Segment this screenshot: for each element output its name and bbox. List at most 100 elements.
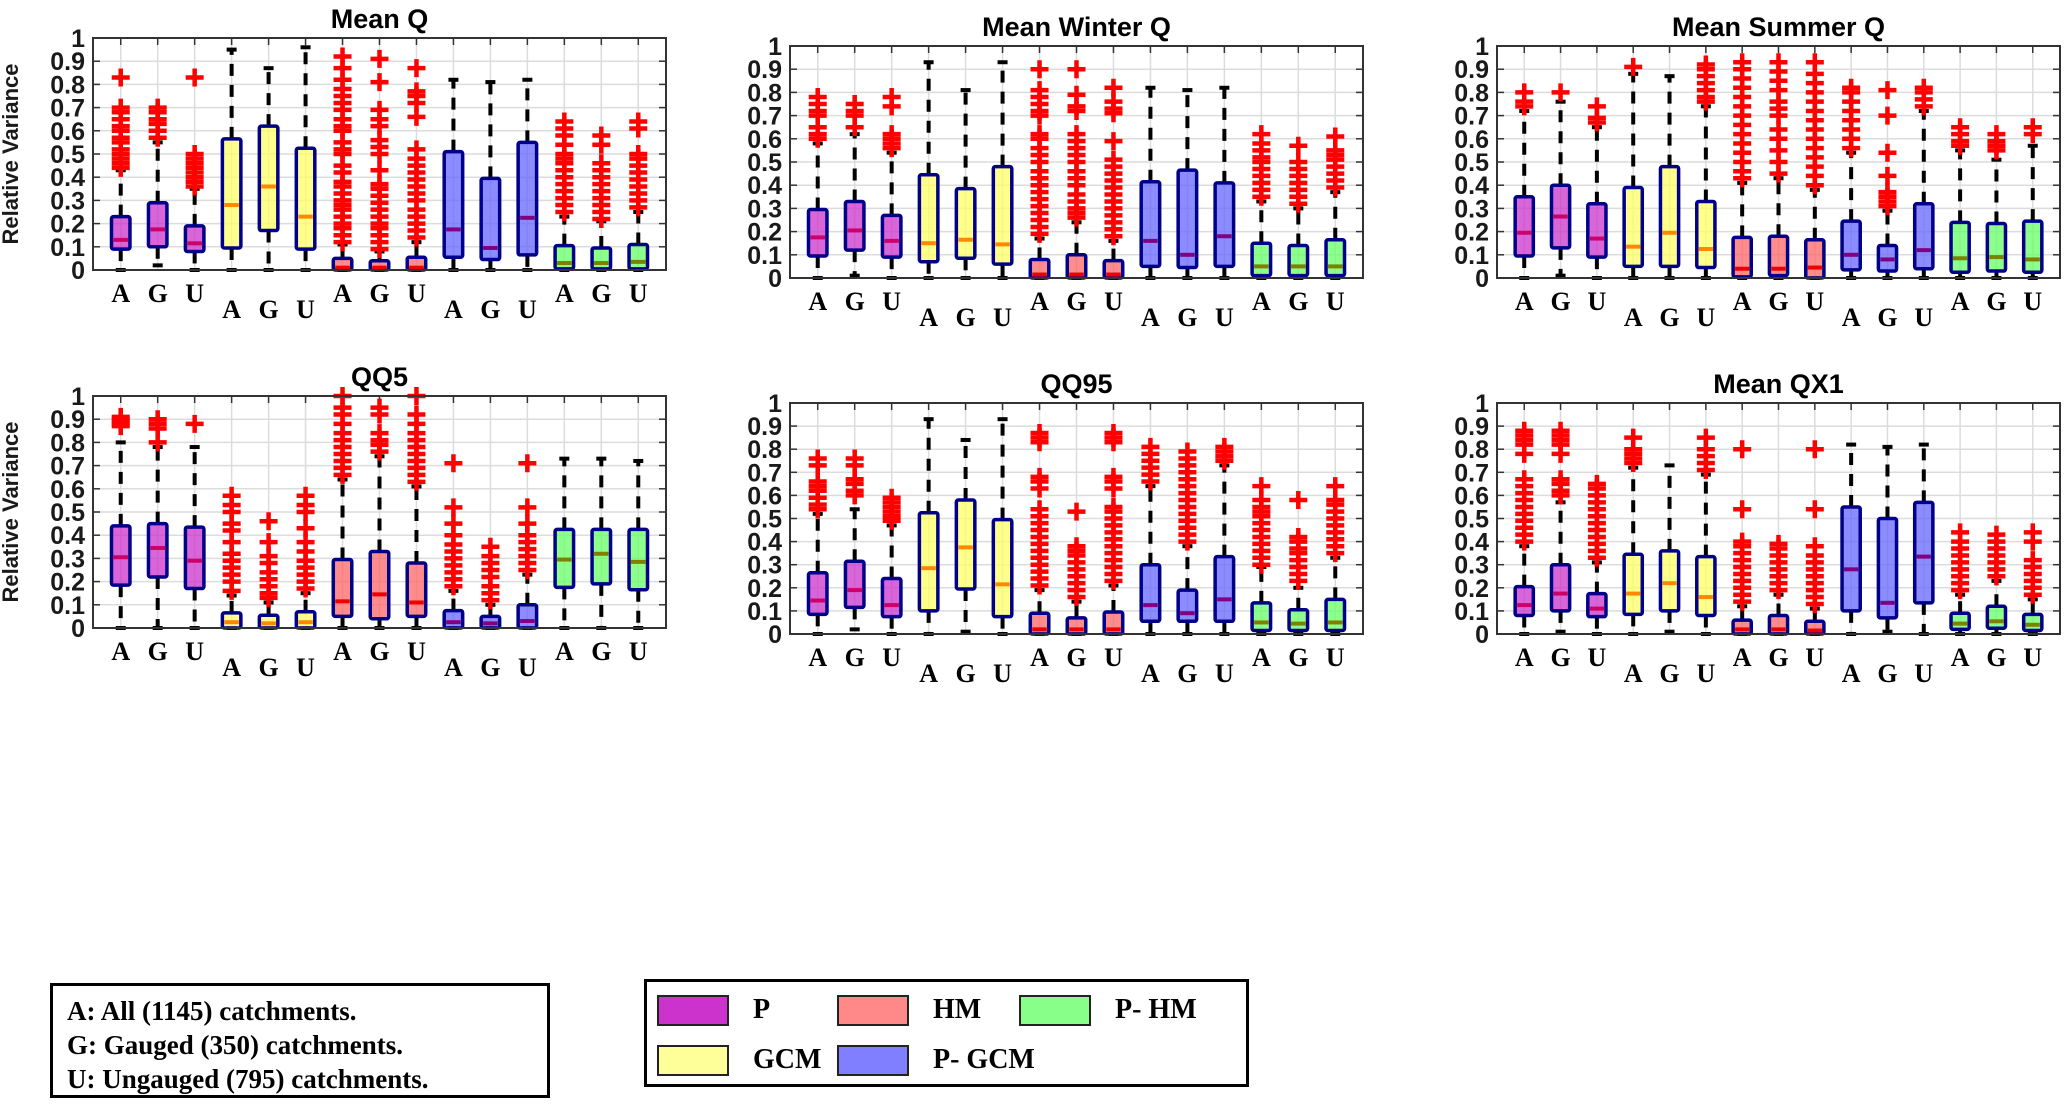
legend-item-p-hm: P- HM [1019,994,1197,1026]
chart-panel-3: 00.10.20.30.40.50.60.70.80.91 Mean Summer… [1454,12,2061,332]
y-tick-label: 0.3 [50,545,85,573]
y-tick-label: 0.4 [1454,529,1489,557]
outlier-marker [407,405,426,424]
outlier-marker [1951,118,1970,137]
box-p-gcm-u [516,454,539,630]
chart-title: QQ5 [351,362,408,392]
y-tick-label: 0 [1475,265,1489,293]
x-tick-label: U [1914,303,1933,332]
outlier-marker [1030,424,1049,443]
legend-swatch-p-gcm [837,1044,909,1076]
outlier-marker [148,98,167,117]
outlier-marker [1104,150,1123,169]
outlier-marker [2023,118,2042,137]
x-tick-label: A [111,637,130,666]
x-tick-label: A [111,279,130,308]
box-hm-a [1028,424,1051,636]
y-tick-label: 0.4 [747,529,782,557]
box-hm-g [1767,53,1790,280]
outlier-marker [1878,166,1897,185]
box-body [1176,588,1199,624]
x-tick-label: A [1515,287,1534,316]
box-body [1513,195,1536,258]
x-tick-label: U [1587,287,1606,316]
x-tick-label: A [808,287,827,316]
y-tick-label: 0.6 [747,482,782,510]
x-tick-label: A [1733,287,1752,316]
box-body [917,173,940,264]
box-body [991,164,1014,266]
box-body [1065,616,1088,636]
plot-frame [92,395,667,629]
y-tick-label: 0.3 [50,187,85,215]
outlier-marker [1842,78,1861,97]
box-body [590,527,613,586]
box-p-hm-g [590,126,613,272]
box-body [1250,241,1273,278]
box-body [627,527,650,592]
x-tick-label: G [1288,643,1308,672]
x-tick-label: A [1141,303,1160,332]
box-p-g [843,449,866,632]
outlier-marker [1104,497,1123,516]
box-body [1731,618,1754,636]
box-body [1213,554,1236,624]
outlier-marker [845,449,864,468]
outlier-marker [1587,97,1606,116]
box-body [1840,505,1862,613]
box-gcm-g [257,66,280,272]
box-body [516,603,539,630]
x-tick-label: G [1288,287,1308,316]
y-axis-label: Relative Variance [0,63,23,244]
outlier-marker [1878,143,1897,162]
x-tick-label: U [1696,303,1715,332]
chart-title: Mean Q [331,4,429,34]
plot-frame [1496,45,2061,279]
x-tick-label: U [1104,643,1123,672]
x-tick-label: G [1550,643,1570,672]
x-tick-label: A [333,279,352,308]
outlier-marker [296,486,315,505]
x-tick-label: A [1951,643,1970,672]
box-body [146,200,169,249]
outlier-marker [518,498,537,517]
box-body [806,571,829,617]
box-gcm-u [294,486,317,630]
x-tick-label: G [955,659,975,688]
x-tick-label: U [1215,303,1234,332]
box-body [1287,243,1310,278]
y-tick-label: 0.4 [1454,172,1489,200]
box-body [1513,584,1536,618]
x-tick-label: U [882,643,901,672]
legend-swatch-p-hm [1019,994,1091,1026]
x-tick-label: G [1177,303,1197,332]
outlier-marker [882,125,901,144]
catchment-legend-all: A: All (1145) catchments. [67,996,357,1026]
x-tick-label: A [1842,659,1861,688]
y-tick-label: 0.2 [1454,219,1489,247]
box-body [183,224,206,254]
box-body [257,124,280,233]
outlier-marker [518,514,537,533]
box-p-a [109,68,132,272]
box-p-gcm-g [1876,444,1899,634]
outlier-marker [1030,500,1049,519]
box-body [1695,554,1717,618]
outlier-marker [1104,78,1123,97]
box-body [1949,611,1971,632]
x-tick-label: U [518,295,537,324]
box-body [331,557,354,619]
outlier-marker [1878,183,1897,202]
box-hm-u [1803,53,1826,280]
x-tick-label: A [1624,303,1643,332]
y-tick-label: 0 [71,615,85,643]
box-body [220,137,243,250]
box-p-u [880,488,903,636]
y-tick-label: 0.7 [1454,103,1489,131]
box-body [917,510,940,613]
box-p-hm-a [553,456,576,630]
y-tick-label: 0.6 [747,126,782,154]
outlier-marker [1805,440,1824,459]
y-tick-label: 0.5 [747,506,782,534]
box-body [1731,235,1754,279]
